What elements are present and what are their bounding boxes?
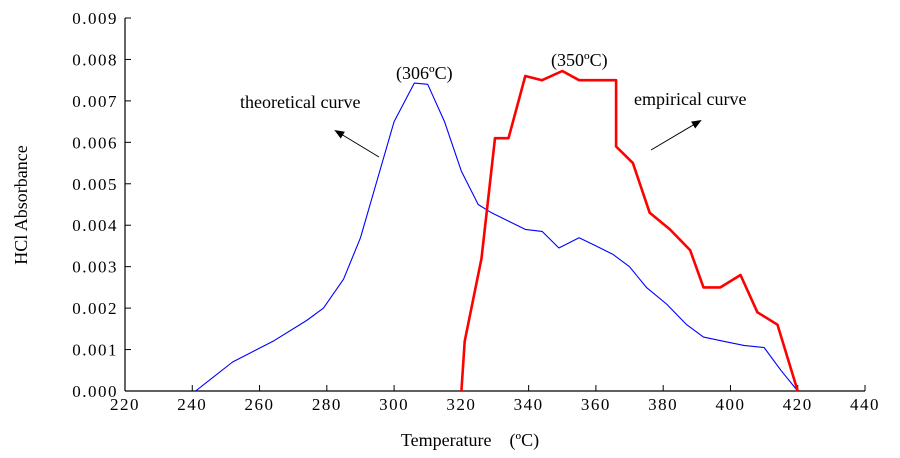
annotations: theoretical curve empirical curve (306ºC… — [240, 50, 746, 158]
y-tick-label: 0.008 — [72, 50, 118, 69]
y-tick-label: 0.006 — [72, 133, 118, 152]
y-axis-title: HCl Absorbance — [11, 145, 31, 264]
y-tick-label: 0.007 — [72, 92, 118, 111]
x-tick-label: 360 — [581, 395, 611, 414]
annotation-peak-theoretical: (306ºC) — [396, 63, 453, 84]
y-tick-label: 0.009 — [72, 9, 118, 28]
x-tick-label: 340 — [514, 395, 544, 414]
x-ticks: 220 240 260 280 300 320 340 360 380 400 420 440 — [110, 385, 880, 414]
y-ticks: 0.000 0.001 0.002 0.003 0.004 0.005 0.006 0.007… — [72, 9, 131, 401]
y-tick-label: 0.002 — [72, 299, 118, 318]
y-tick-label: 0.003 — [72, 258, 118, 277]
x-axis-title: Temperature (ºC) — [401, 430, 539, 451]
series-line-empirical-curve — [460, 69, 799, 392]
series-group — [195, 69, 799, 392]
x-tick-label: 440 — [850, 395, 880, 414]
annotation-empirical-curve: empirical curve — [634, 89, 746, 109]
x-tick-label: 260 — [245, 395, 275, 414]
y-tick-label: 0.004 — [72, 216, 118, 235]
x-tick-label: 420 — [783, 395, 813, 414]
arrow-empirical-curve — [650, 119, 702, 151]
x-tick-label: 320 — [446, 395, 476, 414]
x-tick-label: 280 — [312, 395, 342, 414]
x-tick-label: 300 — [379, 395, 409, 414]
x-tick-label: 380 — [648, 395, 678, 414]
x-tick-label: 400 — [715, 395, 745, 414]
annotation-theoretical-curve: theoretical curve — [240, 92, 360, 112]
y-tick-label: 0.001 — [72, 341, 118, 360]
series-line-theoretical-curve — [195, 82, 799, 392]
x-tick-label: 240 — [177, 395, 207, 414]
x-tick-label: 220 — [110, 395, 140, 414]
y-tick-label: 0.005 — [72, 175, 118, 194]
arrow-theoretical-curve — [334, 129, 380, 158]
y-tick-label: 0.000 — [72, 382, 118, 401]
plot-frame — [124, 18, 865, 392]
annotation-peak-empirical: (350ºC) — [551, 50, 608, 71]
